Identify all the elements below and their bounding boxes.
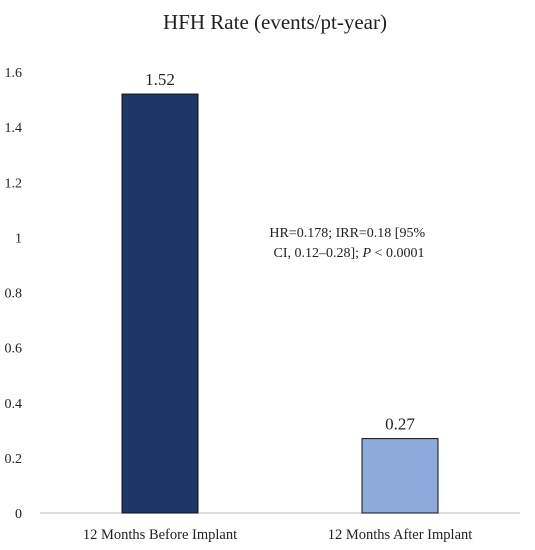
- y-tick-label: 1: [15, 231, 22, 246]
- x-category-label: 12 Months After Implant: [328, 527, 473, 543]
- y-tick-label: 0.4: [5, 397, 23, 412]
- stats-annotation-line2: CI, 0.12–0.28]; P < 0.0001: [273, 246, 424, 261]
- bar-value-label: 0.27: [385, 415, 415, 434]
- bars: 1.52 0.27: [121, 70, 439, 514]
- y-tick-label: 0.8: [5, 287, 23, 302]
- bar: [121, 93, 199, 514]
- x-axis: 12 Months Before Implant 12 Months After …: [83, 527, 472, 543]
- y-tick-label: 1.2: [5, 176, 23, 191]
- y-tick-label: 0.6: [5, 342, 23, 357]
- bar: [361, 438, 439, 514]
- stats-annotation-line1: HR=0.178; IRR=0.18 [95%: [269, 226, 425, 241]
- stats-annotation: HR=0.178; IRR=0.18 [95% CI, 0.12–0.28]; …: [269, 226, 428, 261]
- y-tick-label: 0: [15, 507, 22, 522]
- chart-title: HFH Rate (events/pt-year): [163, 10, 387, 34]
- y-tick-label: 1.4: [5, 121, 23, 136]
- bar-value-label: 1.52: [145, 70, 175, 89]
- stats-annotation-pvalue: < 0.0001: [375, 246, 425, 261]
- y-tick-label: 1.6: [5, 66, 23, 81]
- y-axis: 0 0.2 0.4 0.6 0.8 1 1.2 1.4 1.6: [5, 66, 23, 522]
- stats-annotation-p: P: [362, 246, 372, 261]
- y-tick-label: 0.2: [5, 452, 23, 467]
- stats-annotation-ci: CI, 0.12–0.28];: [273, 246, 359, 261]
- x-category-label: 12 Months Before Implant: [83, 527, 237, 543]
